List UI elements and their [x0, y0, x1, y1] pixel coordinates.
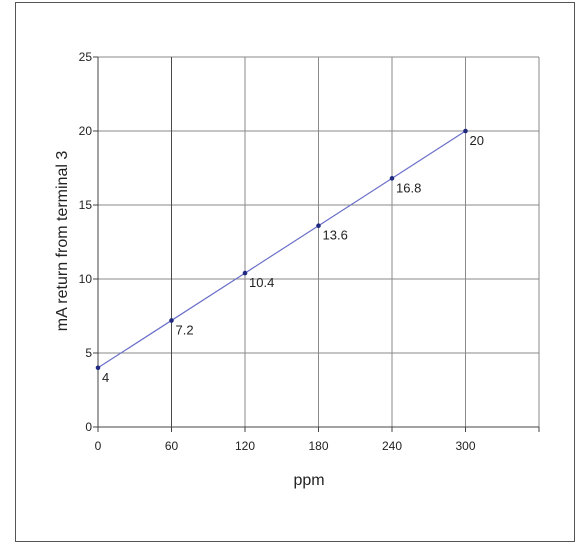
data-label: 13.6: [323, 228, 348, 243]
x-tick-label: 300: [455, 439, 475, 453]
x-tick-label: 240: [382, 439, 402, 453]
x-tick-label: 180: [308, 439, 328, 453]
y-tick-label: 15: [79, 198, 93, 212]
data-point: [316, 223, 321, 229]
data-point: [389, 176, 395, 181]
data-label: 4: [102, 370, 109, 385]
y-tick-label: 10: [79, 272, 93, 286]
data-label: 16.8: [396, 180, 421, 195]
series-layer: [95, 128, 468, 371]
series-line: [97, 130, 466, 369]
data-point: [463, 128, 468, 134]
grid-lines: [98, 56, 540, 427]
x-tick-label: 120: [235, 439, 255, 453]
x-tick-label: 0: [95, 439, 102, 453]
line-chart: 0 5 10 15 20 25 0 60 120 180 240 300 4 7.2 10.4 13.6 16…: [54, 50, 540, 489]
y-tick-label: 25: [79, 50, 93, 64]
y-tick-label: 0: [85, 420, 92, 434]
x-tick-label: 60: [165, 439, 179, 453]
y-tick-label: 5: [85, 346, 92, 360]
axes: 0 5 10 15 20 25 0 60 120 180 240 300: [79, 50, 540, 453]
x-axis-title: ppm: [293, 472, 324, 489]
data-point: [242, 270, 248, 276]
y-tick-label: 20: [79, 124, 93, 138]
data-point: [95, 365, 101, 371]
data-label: 10.4: [249, 275, 274, 290]
data-label: 7.2: [176, 322, 194, 337]
data-labels: 4 7.2 10.4 13.6 16.8 20: [102, 133, 484, 385]
chart-frame: [15, 2, 575, 542]
y-axis-title: mA return from terminal 3: [54, 151, 71, 332]
data-label: 20: [470, 133, 484, 148]
data-point: [169, 318, 174, 323]
